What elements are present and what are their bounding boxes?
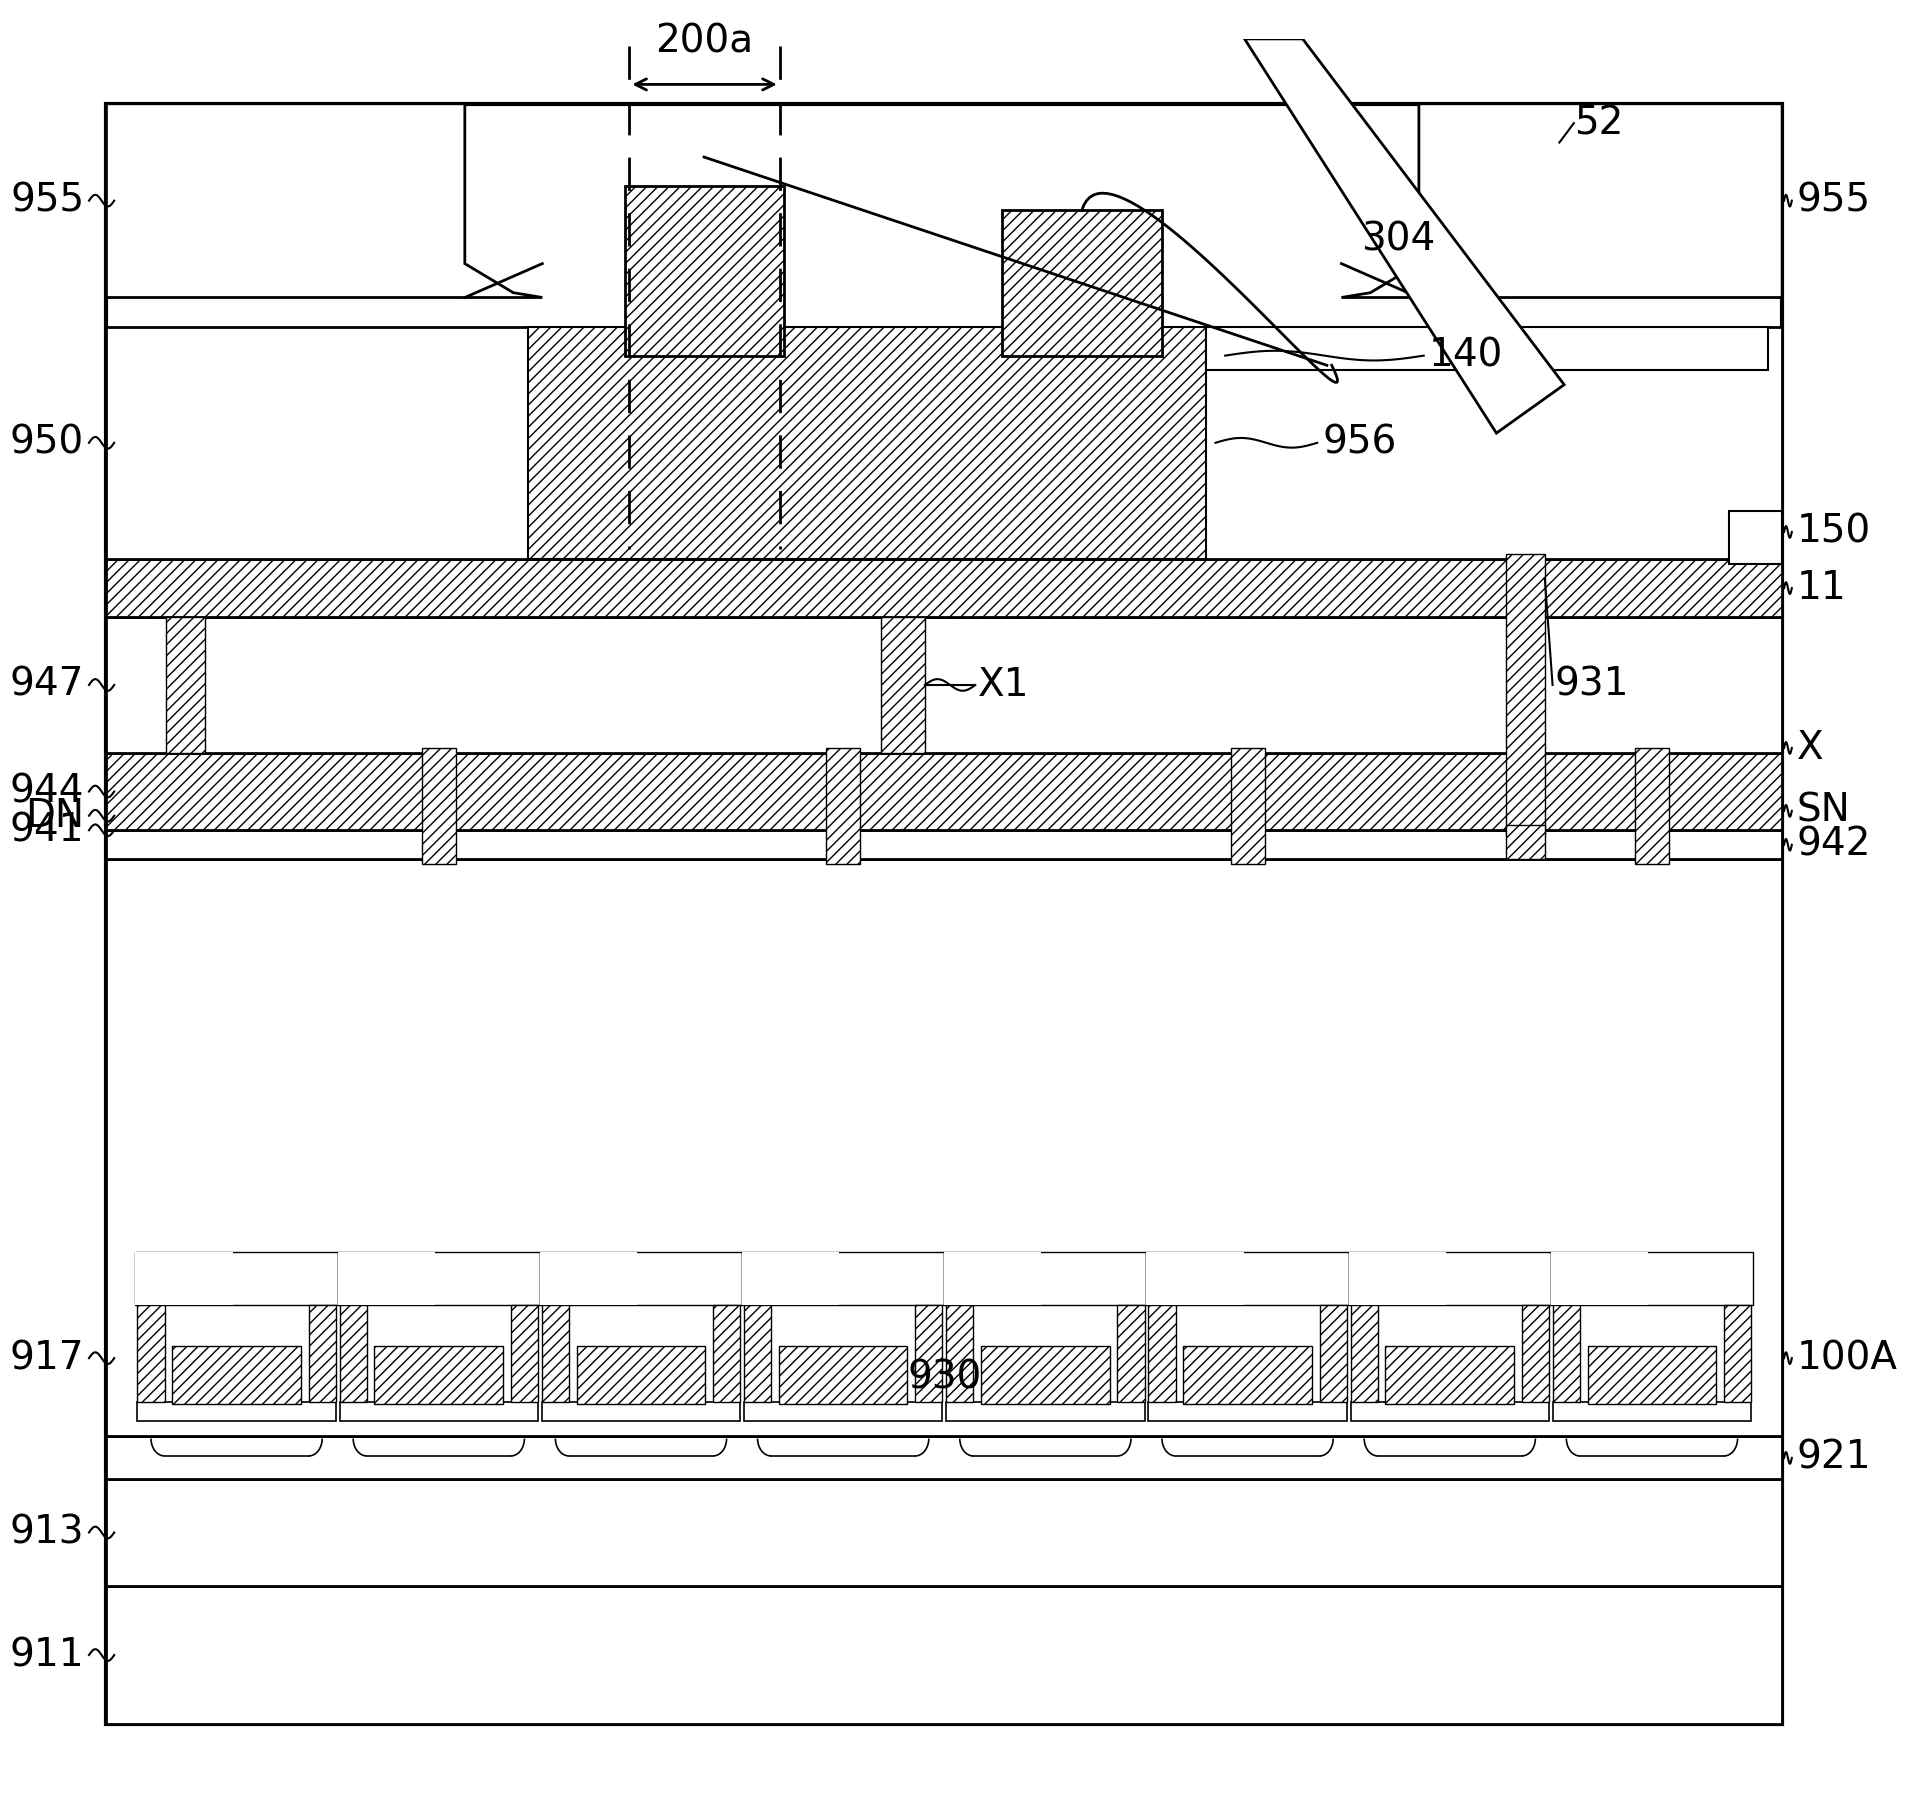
- Bar: [577, 1346, 705, 1404]
- Polygon shape: [1551, 1252, 1648, 1305]
- Bar: [107, 754, 1781, 829]
- Bar: [1002, 210, 1162, 356]
- Polygon shape: [1551, 1252, 1753, 1305]
- Bar: [541, 1305, 570, 1402]
- Text: 930: 930: [907, 1359, 981, 1397]
- Bar: [1206, 327, 1766, 370]
- Text: 955: 955: [10, 183, 84, 220]
- Text: 11: 11: [1796, 569, 1846, 607]
- Text: 911: 911: [10, 1635, 84, 1673]
- Text: DN: DN: [25, 797, 84, 835]
- Text: 947: 947: [10, 667, 84, 705]
- Bar: [107, 829, 1781, 860]
- Bar: [171, 1346, 301, 1404]
- Text: 955: 955: [1796, 183, 1871, 220]
- Bar: [1587, 1346, 1715, 1404]
- Bar: [309, 1305, 335, 1402]
- Text: SN: SN: [1796, 791, 1850, 829]
- Bar: [779, 1346, 907, 1404]
- Bar: [1724, 1305, 1751, 1402]
- Bar: [137, 1305, 164, 1402]
- Bar: [339, 1305, 366, 1402]
- Polygon shape: [539, 1252, 636, 1305]
- Bar: [1116, 1305, 1143, 1402]
- Bar: [339, 1402, 537, 1420]
- Bar: [743, 1305, 772, 1402]
- Bar: [421, 748, 455, 864]
- Bar: [137, 1402, 335, 1420]
- Bar: [1505, 555, 1545, 835]
- Text: 941: 941: [10, 811, 84, 849]
- Text: 913: 913: [10, 1514, 84, 1552]
- Polygon shape: [337, 1252, 539, 1305]
- Polygon shape: [943, 1252, 1040, 1305]
- Bar: [166, 618, 204, 754]
- Text: 917: 917: [10, 1339, 84, 1377]
- Bar: [1351, 1305, 1377, 1402]
- Bar: [1520, 1305, 1549, 1402]
- Polygon shape: [135, 1252, 232, 1305]
- Bar: [1553, 1305, 1579, 1402]
- Text: 304: 304: [1360, 220, 1434, 258]
- Bar: [1351, 1402, 1549, 1420]
- Bar: [945, 1402, 1143, 1420]
- Text: X1: X1: [977, 667, 1029, 705]
- Text: 150: 150: [1796, 513, 1871, 551]
- Text: 931: 931: [1554, 667, 1629, 705]
- Polygon shape: [135, 1252, 337, 1305]
- Bar: [743, 1402, 941, 1420]
- Bar: [825, 748, 859, 864]
- Bar: [1149, 1402, 1347, 1420]
- Polygon shape: [1147, 1252, 1242, 1305]
- Text: 942: 942: [1796, 826, 1871, 864]
- Bar: [107, 1480, 1781, 1587]
- Bar: [945, 1305, 973, 1402]
- Bar: [1149, 1305, 1175, 1402]
- Bar: [107, 327, 1781, 558]
- Text: 200a: 200a: [655, 22, 752, 60]
- Bar: [1728, 511, 1781, 564]
- Bar: [107, 558, 1781, 618]
- Bar: [107, 618, 1781, 754]
- Bar: [107, 1587, 1781, 1724]
- Bar: [528, 327, 1206, 558]
- Bar: [625, 186, 785, 356]
- Bar: [541, 1402, 739, 1420]
- Polygon shape: [1147, 1252, 1349, 1305]
- Bar: [981, 1346, 1109, 1404]
- Bar: [1318, 1305, 1347, 1402]
- Bar: [1634, 748, 1669, 864]
- Polygon shape: [943, 1252, 1147, 1305]
- Polygon shape: [1349, 1252, 1446, 1305]
- Polygon shape: [539, 1252, 741, 1305]
- Bar: [880, 618, 924, 754]
- Bar: [373, 1346, 503, 1404]
- Bar: [107, 1435, 1781, 1480]
- Bar: [1385, 1346, 1513, 1404]
- Text: 944: 944: [10, 773, 84, 811]
- Text: X: X: [1796, 728, 1823, 766]
- Bar: [1505, 826, 1545, 860]
- Text: 140: 140: [1429, 336, 1503, 374]
- Bar: [712, 1305, 739, 1402]
- Text: 921: 921: [1796, 1438, 1871, 1476]
- Polygon shape: [1341, 103, 1781, 298]
- Polygon shape: [741, 1252, 943, 1305]
- Text: 100A: 100A: [1796, 1339, 1897, 1377]
- Polygon shape: [107, 103, 543, 298]
- Polygon shape: [741, 1252, 838, 1305]
- Text: 950: 950: [10, 425, 84, 463]
- Text: 956: 956: [1322, 425, 1396, 463]
- Text: 52: 52: [1574, 105, 1623, 143]
- Bar: [511, 1305, 537, 1402]
- Bar: [1183, 1346, 1311, 1404]
- Bar: [1553, 1402, 1751, 1420]
- Bar: [107, 860, 1781, 1435]
- Polygon shape: [1349, 1252, 1551, 1305]
- Bar: [1231, 748, 1263, 864]
- Bar: [914, 1305, 941, 1402]
- Polygon shape: [1244, 40, 1564, 434]
- Polygon shape: [337, 1252, 434, 1305]
